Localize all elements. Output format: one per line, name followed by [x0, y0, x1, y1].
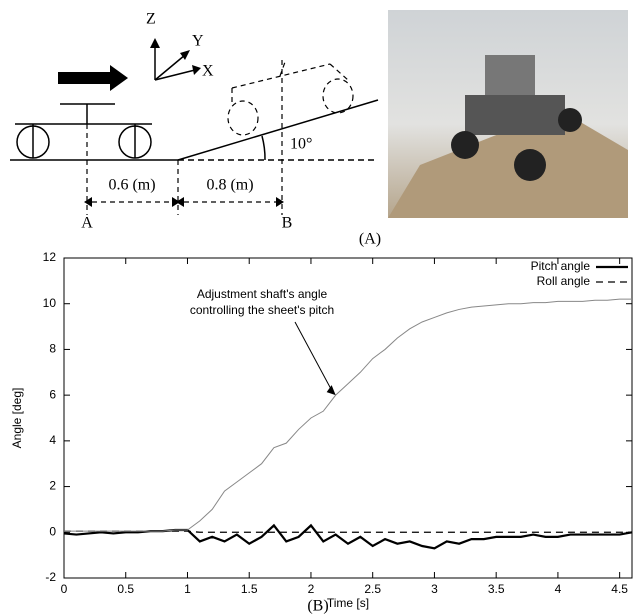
y-tick-label: 4 — [49, 433, 56, 447]
y-tick-label: -2 — [45, 570, 56, 584]
annotation: controlling the sheet's pitch — [190, 303, 334, 317]
annotation: Adjustment shaft's angle — [197, 287, 328, 301]
series-line — [64, 298, 632, 532]
x-tick-label: 4.5 — [611, 582, 628, 596]
y-axis-label: Angle [deg] — [10, 388, 24, 449]
diagram — [10, 38, 379, 215]
caption: (A) — [359, 231, 381, 248]
angle-label: 10° — [290, 136, 312, 153]
series-line — [63, 523, 633, 550]
annotation-arrow — [294, 321, 334, 393]
photo — [388, 10, 628, 218]
x-tick-label: 3 — [431, 582, 438, 596]
y-tick-label: 0 — [49, 524, 56, 538]
axis-x: X — [202, 63, 214, 80]
x-tick-label: 4 — [555, 582, 562, 596]
y-tick-label: 10 — [43, 296, 57, 310]
series-line — [64, 530, 632, 533]
axis-z: Z — [146, 11, 156, 28]
x-tick-label: 1 — [184, 582, 191, 596]
y-tick-label: 2 — [49, 479, 56, 493]
y-tick-label: 8 — [49, 342, 56, 356]
distance-label: 0.8 (m) — [206, 177, 253, 194]
x-tick-label: 2 — [308, 582, 315, 596]
x-tick-label: 0.5 — [117, 582, 134, 596]
chart: -2 0 2 4 6 8 10 12 0 0.5 1 1.5 2 2.5 3 3.5 4 4.5 Time [s] A… — [10, 250, 633, 615]
x-axis-label: Time [s] — [327, 596, 369, 610]
y-tick-label: 6 — [49, 387, 56, 401]
x-tick-label: 2.5 — [364, 582, 381, 596]
point-label: B — [282, 215, 293, 232]
axis-y: Y — [192, 33, 204, 50]
y-tick-label: 12 — [43, 250, 57, 264]
caption: (B) — [307, 598, 328, 615]
x-tick-label: 3.5 — [488, 582, 505, 596]
legend-label: Pitch angle — [531, 259, 591, 273]
annotation-arrowhead — [326, 385, 336, 396]
point-label: A — [81, 215, 93, 232]
legend-label: Roll angle — [537, 274, 591, 288]
distance-label: 0.6 (m) — [108, 177, 155, 194]
x-tick-label: 0 — [61, 582, 68, 596]
plot-frame — [63, 257, 633, 579]
x-tick-label: 1.5 — [241, 582, 258, 596]
